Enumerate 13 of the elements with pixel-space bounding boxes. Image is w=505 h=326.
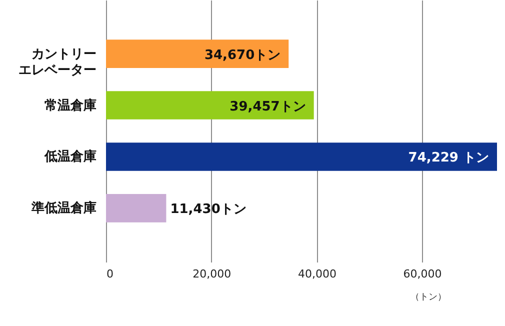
y-tick-label: 準低温倉庫: [30, 200, 96, 216]
data-label: 11,430トン: [170, 202, 246, 218]
x-tick-label: 60,000: [403, 268, 442, 280]
x-tick-label: 20,000: [192, 268, 232, 280]
x-tick-label: 40,000: [298, 268, 336, 280]
y-tick-label: 低温倉庫: [44, 148, 96, 165]
x-axis-title: （トン）: [410, 292, 446, 302]
x-tick-label: 0: [106, 268, 114, 280]
data-label: 39,457トン: [230, 99, 306, 114]
data-label: 34,670トン: [204, 48, 281, 63]
data-label: 74,229 トン: [408, 150, 489, 166]
y-tick-label: 常温倉庫: [44, 97, 96, 114]
y-tick-label: カントリーエレベーター: [18, 46, 96, 78]
